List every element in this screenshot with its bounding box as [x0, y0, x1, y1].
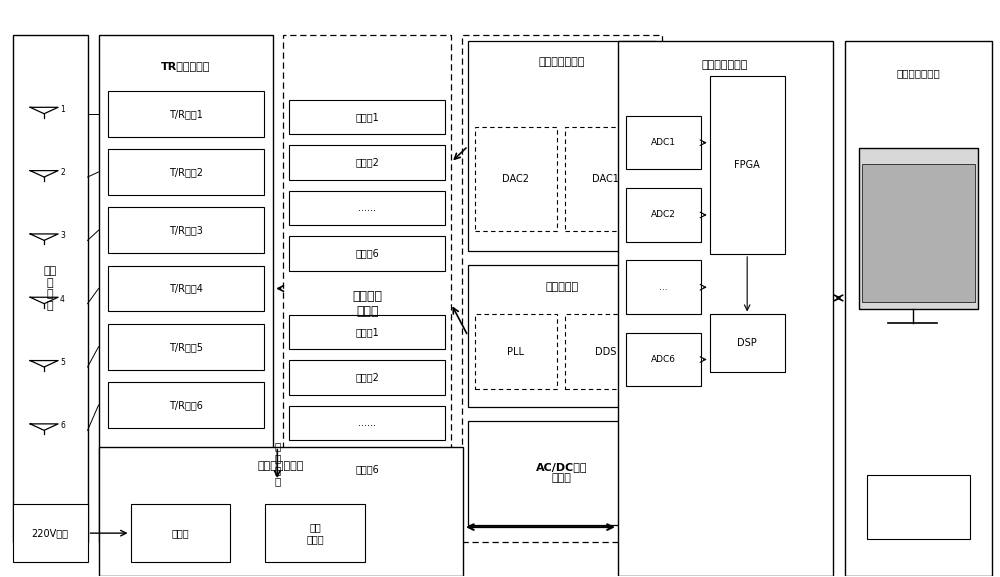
Text: 信号处理分系统: 信号处理分系统: [702, 60, 748, 70]
Text: T/R单关4: T/R单关4: [169, 283, 203, 294]
Bar: [283, 35, 451, 542]
Bar: [867, 475, 970, 539]
Text: ADC2: ADC2: [651, 211, 676, 219]
Bar: [859, 148, 978, 309]
Text: DAC2: DAC2: [502, 174, 529, 184]
Bar: [289, 361, 445, 395]
Text: DAC1: DAC1: [592, 174, 619, 184]
Bar: [475, 314, 557, 389]
Text: 上变靉1: 上变靉1: [355, 112, 379, 122]
Text: 伺服转台分系统: 伺服转台分系统: [258, 461, 304, 471]
Text: T/R单关6: T/R单关6: [169, 400, 203, 410]
Text: FPGA: FPGA: [734, 160, 760, 170]
Bar: [289, 315, 445, 349]
Text: 射频信道
分系统: 射频信道 分系统: [352, 290, 382, 318]
Text: 伺服
控制器: 伺服 控制器: [306, 522, 324, 544]
Bar: [108, 324, 264, 369]
Bar: [265, 504, 365, 562]
Text: 上变靉2: 上变靉2: [355, 158, 379, 167]
Bar: [626, 260, 701, 314]
Bar: [626, 116, 701, 170]
Text: 5: 5: [60, 358, 65, 367]
Text: AC/DC电源
分系统: AC/DC电源 分系统: [536, 462, 588, 484]
Text: 频综分系统: 频综分系统: [545, 282, 578, 291]
Bar: [13, 504, 88, 562]
Text: 6: 6: [60, 421, 65, 430]
Text: ...: ...: [659, 283, 668, 292]
Text: T/R单关1: T/R单关1: [169, 108, 203, 119]
Bar: [468, 421, 656, 524]
Text: T/R单关5: T/R单关5: [169, 342, 203, 352]
Text: ......: ......: [358, 418, 376, 428]
Bar: [565, 128, 647, 231]
Bar: [462, 35, 662, 542]
Text: 下变靉6: 下变靉6: [355, 464, 379, 474]
Text: ADC6: ADC6: [651, 355, 676, 364]
Bar: [108, 149, 264, 195]
Bar: [710, 314, 785, 372]
Text: T/R单关3: T/R单关3: [169, 225, 203, 235]
Text: DSP: DSP: [737, 338, 757, 348]
Bar: [108, 382, 264, 428]
Text: 天线
分
系
统: 天线 分 系 统: [44, 266, 57, 311]
Text: TR组件分系统: TR组件分系统: [161, 61, 211, 70]
Text: 旋
转
单
元: 旋 转 单 元: [274, 441, 280, 486]
Bar: [131, 504, 230, 562]
Bar: [475, 128, 557, 231]
Text: 220V市电: 220V市电: [32, 528, 69, 538]
Bar: [862, 164, 975, 302]
Text: 波形产生分系统: 波形产生分系统: [539, 57, 585, 67]
Text: 下变靉1: 下变靉1: [355, 327, 379, 337]
Text: PLL: PLL: [507, 347, 524, 357]
Text: DDS: DDS: [595, 347, 617, 357]
Bar: [108, 91, 264, 137]
Text: ......: ......: [358, 203, 376, 213]
Bar: [289, 191, 445, 225]
Bar: [710, 76, 785, 254]
Bar: [99, 447, 463, 576]
Bar: [99, 35, 273, 542]
Text: 显示控制分系统: 显示控制分系统: [897, 68, 940, 78]
Bar: [108, 208, 264, 253]
Bar: [468, 265, 656, 407]
Bar: [626, 333, 701, 386]
Bar: [289, 237, 445, 271]
Bar: [618, 41, 833, 576]
Text: 上变靉6: 上变靉6: [355, 249, 379, 258]
Bar: [845, 41, 992, 576]
Text: 2: 2: [60, 168, 65, 177]
Bar: [565, 314, 647, 389]
Bar: [626, 188, 701, 242]
Text: T/R单关2: T/R单关2: [169, 167, 203, 177]
Bar: [108, 265, 264, 312]
Text: 汇流环: 汇流环: [172, 528, 189, 538]
Bar: [289, 145, 445, 179]
Text: 下变靉2: 下变靉2: [355, 373, 379, 383]
Text: 1: 1: [60, 104, 65, 114]
Text: ADC1: ADC1: [651, 138, 676, 147]
Bar: [289, 406, 445, 440]
Text: 4: 4: [60, 295, 65, 304]
Text: 3: 3: [60, 231, 65, 240]
Bar: [13, 35, 88, 542]
Bar: [468, 41, 656, 251]
Bar: [289, 452, 445, 486]
Bar: [289, 100, 445, 134]
